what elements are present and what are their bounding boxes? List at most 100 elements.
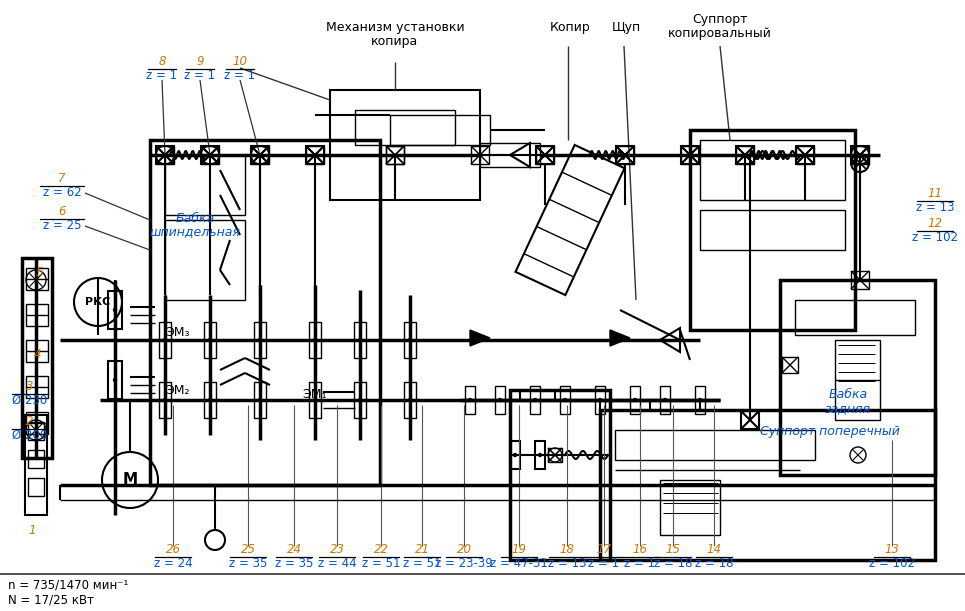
Bar xyxy=(851,146,869,164)
Text: ЭМ₃: ЭМ₃ xyxy=(165,326,189,340)
Text: 2: 2 xyxy=(26,415,34,428)
Text: z = 47-31: z = 47-31 xyxy=(490,557,548,570)
Text: z = 102: z = 102 xyxy=(869,557,915,570)
Bar xyxy=(851,271,869,289)
Bar xyxy=(108,361,122,399)
Circle shape xyxy=(114,309,117,312)
Bar xyxy=(536,146,554,164)
Bar xyxy=(480,143,540,167)
Text: N = 17/25 кВт: N = 17/25 кВт xyxy=(8,593,94,607)
Bar xyxy=(700,140,845,200)
Circle shape xyxy=(359,398,362,401)
Circle shape xyxy=(208,398,211,401)
Text: 5: 5 xyxy=(37,266,43,279)
Bar xyxy=(390,115,490,145)
Circle shape xyxy=(664,398,667,401)
Text: 15: 15 xyxy=(666,543,680,556)
Bar xyxy=(165,155,245,215)
Text: z = 51: z = 51 xyxy=(362,557,400,570)
Text: 1: 1 xyxy=(28,524,36,536)
Text: z = 1: z = 1 xyxy=(589,557,620,570)
Text: 7: 7 xyxy=(58,172,66,185)
Bar xyxy=(254,322,266,358)
Bar xyxy=(309,382,321,418)
Circle shape xyxy=(314,338,317,342)
Bar xyxy=(354,382,366,418)
Bar xyxy=(660,480,720,535)
Bar xyxy=(630,386,640,414)
Bar xyxy=(251,146,269,164)
Text: z = 24: z = 24 xyxy=(153,557,192,570)
Bar xyxy=(28,422,44,440)
Bar xyxy=(22,258,52,458)
Text: 16: 16 xyxy=(632,543,648,556)
Text: 12: 12 xyxy=(927,217,943,230)
Bar xyxy=(25,415,47,515)
Text: z = 102: z = 102 xyxy=(912,231,958,244)
Bar xyxy=(159,322,171,358)
Bar xyxy=(156,146,174,164)
Circle shape xyxy=(408,338,411,342)
Text: Копир: Копир xyxy=(550,21,591,34)
Text: Суппорт: Суппорт xyxy=(692,13,748,26)
Bar xyxy=(355,110,455,145)
Circle shape xyxy=(468,398,472,401)
Text: 14: 14 xyxy=(706,543,722,556)
Bar xyxy=(736,146,754,164)
Circle shape xyxy=(408,398,411,401)
Circle shape xyxy=(163,338,167,342)
Bar xyxy=(615,430,815,460)
Bar xyxy=(330,90,480,200)
Text: z = 62: z = 62 xyxy=(42,186,81,199)
Bar xyxy=(535,441,545,469)
Bar xyxy=(616,146,634,164)
Bar xyxy=(156,146,174,164)
Text: Бабка: Бабка xyxy=(828,389,868,401)
Bar xyxy=(306,146,324,164)
Bar xyxy=(201,146,219,164)
Bar xyxy=(404,322,416,358)
Text: 9: 9 xyxy=(196,55,204,68)
Bar xyxy=(28,478,44,496)
Text: n = 735/1470 мин⁻¹: n = 735/1470 мин⁻¹ xyxy=(8,579,128,591)
Bar xyxy=(700,210,845,250)
Text: Ø 200: Ø 200 xyxy=(13,429,47,442)
Text: z = 25: z = 25 xyxy=(42,219,81,232)
Text: z = 1: z = 1 xyxy=(147,69,178,82)
Text: z = 18: z = 18 xyxy=(653,557,692,570)
Bar xyxy=(26,412,48,434)
Bar xyxy=(471,146,489,164)
Bar xyxy=(548,448,562,462)
Bar xyxy=(681,146,699,164)
Bar xyxy=(26,304,48,326)
Bar xyxy=(510,441,520,469)
Text: Ø 230: Ø 230 xyxy=(13,394,47,407)
Text: 4: 4 xyxy=(34,348,41,362)
Bar xyxy=(795,300,915,335)
Text: z = 1: z = 1 xyxy=(624,557,655,570)
Text: 10: 10 xyxy=(233,55,247,68)
Text: z = 23-39: z = 23-39 xyxy=(435,557,493,570)
Circle shape xyxy=(633,398,637,401)
Circle shape xyxy=(259,398,262,401)
Text: z = 35: z = 35 xyxy=(229,557,267,570)
Text: 3: 3 xyxy=(26,380,34,393)
Text: РКС: РКС xyxy=(85,297,111,307)
Text: 25: 25 xyxy=(240,543,256,556)
Bar xyxy=(386,146,404,164)
Bar xyxy=(695,386,705,414)
Bar xyxy=(204,322,216,358)
Bar xyxy=(28,450,44,468)
Text: 22: 22 xyxy=(373,543,389,556)
Text: 19: 19 xyxy=(511,543,527,556)
Text: 11: 11 xyxy=(927,187,943,200)
Circle shape xyxy=(534,398,537,401)
Circle shape xyxy=(359,338,362,342)
Text: 6: 6 xyxy=(58,205,66,218)
Bar xyxy=(26,340,48,362)
Bar xyxy=(736,146,754,164)
Bar xyxy=(465,386,475,414)
Circle shape xyxy=(314,398,317,401)
Text: 13: 13 xyxy=(885,543,899,556)
Bar xyxy=(681,146,699,164)
